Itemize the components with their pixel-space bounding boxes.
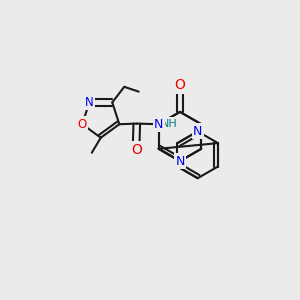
Text: N: N — [175, 154, 185, 168]
Text: O: O — [175, 79, 185, 92]
Text: O: O — [131, 143, 142, 157]
Text: N: N — [85, 96, 94, 109]
Text: N: N — [154, 118, 164, 131]
Text: N: N — [193, 125, 202, 138]
Text: O: O — [78, 118, 87, 131]
Text: NH: NH — [161, 118, 178, 129]
